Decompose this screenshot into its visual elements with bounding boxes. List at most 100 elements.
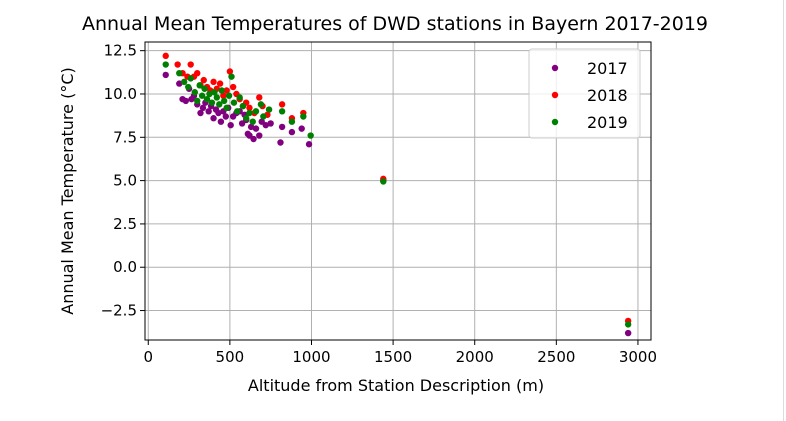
data-point-2019: [234, 108, 241, 115]
data-point-2019: [300, 113, 307, 120]
data-point-2018: [216, 80, 224, 87]
y-tick-label: 0.0: [113, 258, 137, 276]
data-point-2019: [246, 109, 253, 117]
x-tick-label: 1000: [292, 348, 330, 366]
y-axis-ticks: −2.5 0.0 2.5 5.0 7.5 10.0 12.5: [101, 42, 145, 320]
legend-label-2017: 2017: [587, 59, 628, 78]
x-tick-label: 500: [216, 348, 245, 366]
data-point-2019: [243, 115, 250, 122]
data-point-2019: [218, 87, 225, 94]
data-point-2019: [239, 102, 247, 110]
data-point-2017: [199, 104, 207, 112]
data-point-2019: [187, 75, 194, 82]
x-axis-ticks: 0 500 1000 1500 2000 2500 3000: [143, 340, 657, 366]
y-tick-label: −2.5: [101, 302, 137, 320]
data-point-2019: [198, 92, 206, 99]
data-point-2018: [278, 101, 286, 108]
data-point-2017: [227, 121, 234, 129]
data-point-2018: [174, 61, 181, 68]
legend-label-2018: 2018: [587, 86, 628, 105]
data-point-2017: [215, 109, 222, 117]
legend: 2017 2018 2019: [528, 48, 641, 139]
data-point-2017: [182, 97, 190, 105]
data-point-2017: [267, 120, 274, 127]
y-axis-label: Annual Mean Temperature (°C): [58, 67, 77, 314]
legend-entries: 2017 2018 2019: [551, 59, 628, 132]
x-tick-label: 0: [143, 348, 153, 366]
data-point-2019: [176, 69, 183, 77]
window-edge-divider: [783, 0, 784, 421]
data-point-2019: [191, 89, 198, 96]
chart-title: Annual Mean Temperatures of DWD stations…: [82, 13, 708, 35]
data-point-2019: [213, 94, 221, 101]
data-point-2019: [216, 101, 223, 108]
data-point-2017: [252, 125, 260, 132]
data-point-2019: [278, 108, 286, 115]
data-point-2019: [185, 83, 192, 91]
data-point-2017: [197, 109, 204, 117]
data-point-2019: [162, 61, 169, 68]
x-tick-label: 2000: [456, 348, 494, 366]
data-point-2017: [256, 132, 263, 139]
data-point-2017: [162, 71, 169, 79]
data-point-2018: [210, 78, 217, 86]
data-point-2019: [180, 78, 188, 86]
data-point-2019: [252, 108, 260, 115]
data-point-2019: [307, 132, 314, 139]
data-point-2019: [265, 106, 273, 113]
data-point-2017: [288, 128, 296, 136]
data-point-2019: [208, 99, 216, 106]
data-point-2019: [260, 113, 267, 120]
data-point-2019: [228, 73, 235, 80]
legend-marker-2019: [551, 118, 559, 126]
plot-area-frame: [144, 41, 652, 341]
x-tick-label: 1500: [374, 348, 412, 366]
y-tick-label: 2.5: [113, 215, 137, 233]
legend-label-2019: 2019: [587, 113, 628, 132]
legend-box: [528, 48, 641, 139]
y-tick-label: 7.5: [113, 128, 137, 146]
data-point-2018: [226, 68, 234, 75]
y-tick-label: 5.0: [113, 172, 137, 190]
data-point-2017: [217, 118, 225, 125]
data-point-2019: [380, 178, 387, 185]
legend-marker-2018: [551, 91, 559, 99]
data-point-2019: [203, 95, 211, 103]
data-point-2017: [210, 115, 217, 122]
data-point-2019: [194, 97, 201, 105]
y-tick-label: 12.5: [104, 42, 137, 60]
data-point-2019: [211, 89, 218, 96]
data-point-2019: [196, 82, 203, 89]
data-point-2019: [230, 99, 238, 106]
data-point-2019: [257, 101, 265, 108]
data-point-2018: [162, 52, 169, 60]
data-point-2018: [256, 94, 263, 101]
data-point-2019: [249, 118, 256, 125]
data-point-2017: [250, 135, 257, 143]
data-point-2017: [298, 125, 305, 132]
data-point-2017: [278, 123, 286, 131]
y-tick-label: 10.0: [104, 85, 137, 103]
data-point-2018: [187, 61, 194, 68]
x-tick-label: 2500: [537, 348, 575, 366]
x-tick-label: 3000: [619, 348, 657, 366]
legend-marker-2017: [551, 64, 559, 72]
data-point-2019: [201, 85, 208, 92]
data-point-2017: [624, 329, 632, 337]
data-points: [162, 52, 632, 337]
data-point-2019: [225, 92, 233, 99]
data-point-2017: [277, 139, 284, 146]
data-point-2018: [246, 104, 253, 112]
data-point-2019: [288, 118, 296, 125]
data-point-2018: [194, 69, 201, 77]
data-point-2018: [220, 92, 227, 99]
data-point-2017: [205, 108, 212, 115]
data-point-2018: [223, 87, 230, 94]
data-point-2017: [262, 121, 269, 129]
data-point-2017: [176, 80, 183, 87]
data-point-2019: [223, 104, 230, 112]
data-point-2019: [206, 90, 213, 98]
data-point-2019: [624, 321, 632, 328]
data-point-2018: [229, 83, 237, 91]
data-point-2019: [236, 94, 243, 101]
